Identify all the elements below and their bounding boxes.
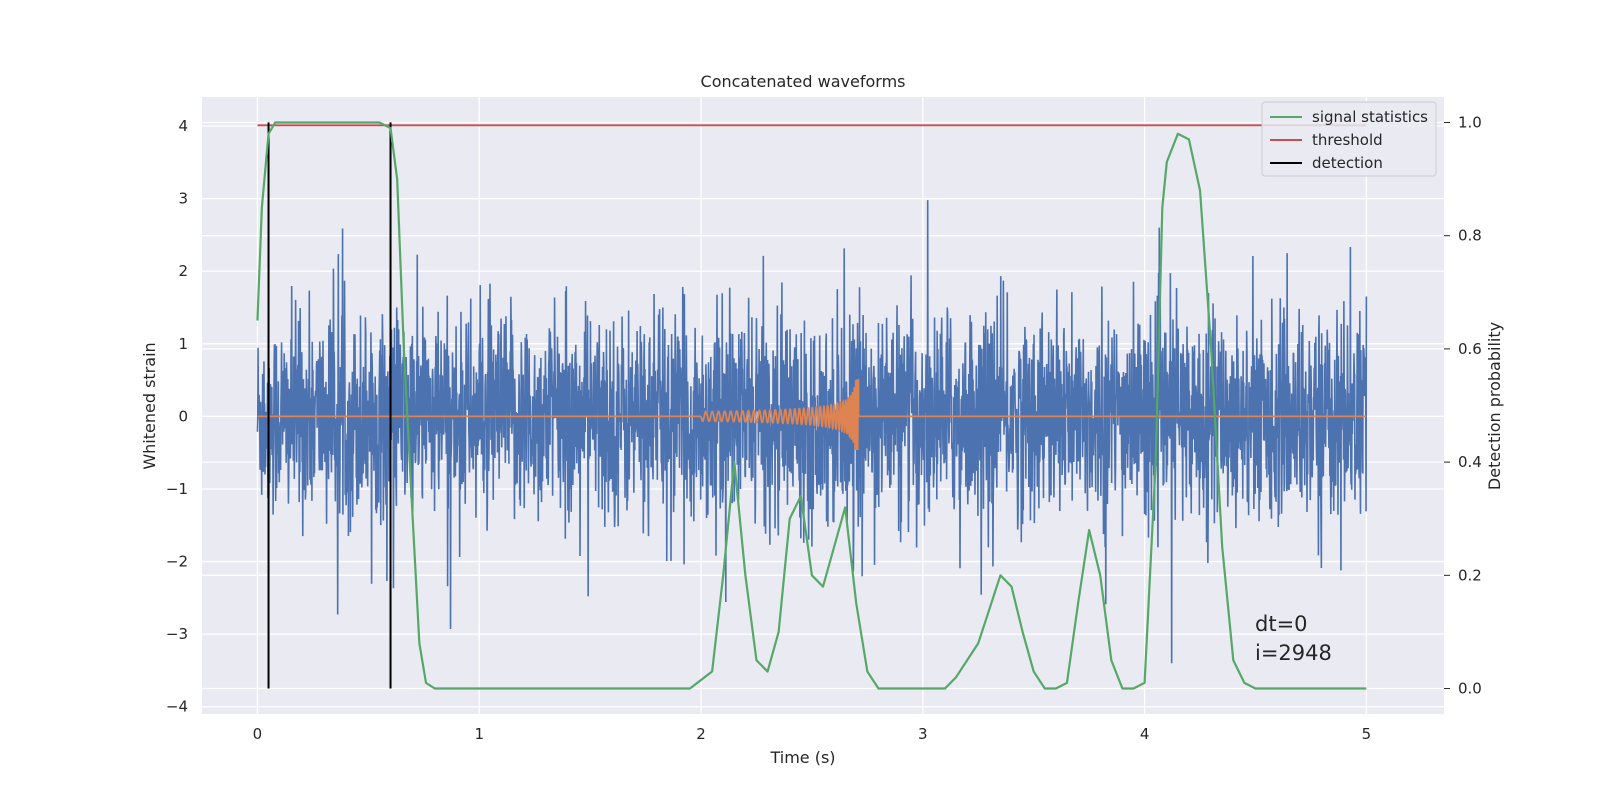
annotation-index: i=2948: [1255, 641, 1332, 665]
x-axis-label: Time (s): [769, 748, 835, 767]
legend-signal-statistics-label: signal statistics: [1312, 108, 1428, 126]
tick-labels: 0 1 2 3 4 5 4 3 2 1 0 −1 −2 −3 −4 1.0 0.8 0.6 0.4 0.2 0.0: [166, 113, 1482, 743]
y2-tick-label: 0.4: [1458, 453, 1482, 471]
x-tick-label: 2: [696, 725, 706, 743]
y2-axis-label: Detection probability: [1485, 322, 1504, 490]
y2-tick-label: 0.2: [1458, 566, 1482, 584]
y2-tick-label: 1.0: [1458, 113, 1482, 131]
y2-tick-label: 0.6: [1458, 340, 1482, 358]
y-tick-label: 0: [178, 407, 188, 425]
x-tick-label: 3: [918, 725, 928, 743]
annotation-dt: dt=0: [1255, 612, 1308, 636]
y-tick-label: −3: [166, 625, 188, 643]
y-tick-label: 2: [178, 262, 188, 280]
y-tick-label: 4: [178, 117, 188, 135]
y-tick-label: −2: [166, 553, 188, 571]
y-tick-label: 3: [178, 190, 188, 208]
x-tick-label: 1: [474, 725, 484, 743]
x-tick-label: 5: [1362, 725, 1372, 743]
chart-title: Concatenated waveforms: [701, 72, 906, 91]
y-tick-label: 1: [178, 335, 188, 353]
legend-threshold-label: threshold: [1312, 131, 1383, 149]
template-waveform: [257, 379, 1367, 450]
y2-tick-label: 0.0: [1458, 680, 1482, 698]
template-line: [257, 379, 1367, 450]
y-axis-label: Whitened strain: [140, 342, 159, 469]
legend: signal statistics threshold detection: [1261, 101, 1437, 177]
y2-tick-label: 0.8: [1458, 227, 1482, 245]
strain-line: [256, 200, 1368, 664]
y-tick-label: −4: [166, 698, 188, 716]
x-tick-label: 0: [253, 725, 263, 743]
signal-statistics-line: [256, 121, 1367, 690]
legend-box: [1261, 101, 1437, 177]
legend-detection-label: detection: [1312, 154, 1383, 172]
y-tick-label: −1: [166, 480, 188, 498]
strain-trace: [256, 200, 1368, 664]
series-lines: [256, 121, 1367, 690]
x-tick-label: 4: [1140, 725, 1150, 743]
